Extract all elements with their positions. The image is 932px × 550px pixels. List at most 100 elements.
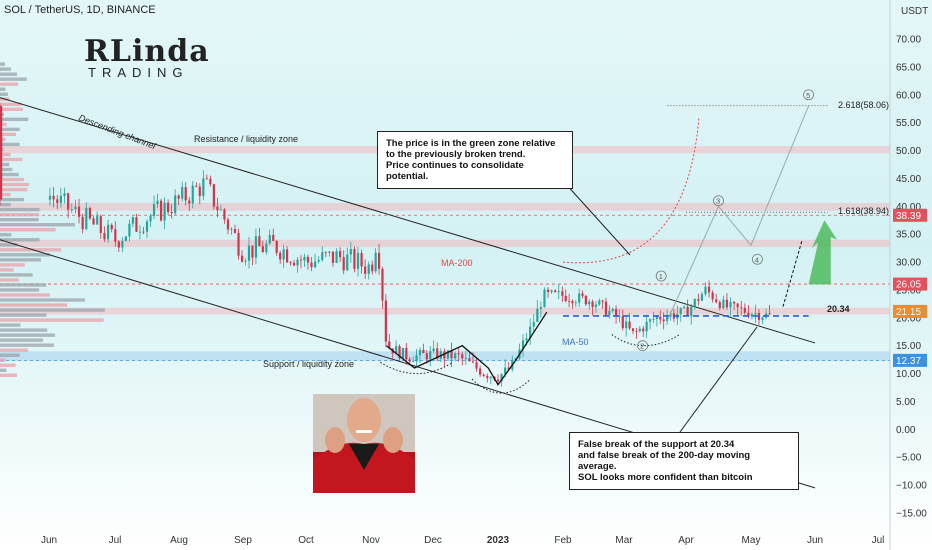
candle-body xyxy=(591,301,594,308)
candle-body xyxy=(536,308,539,322)
price-tag-label: 38.39 xyxy=(896,211,921,222)
candle-body xyxy=(371,264,374,272)
price-tag xyxy=(893,277,927,291)
volume-profile-bar xyxy=(0,283,47,287)
volume-profile-bar xyxy=(0,218,39,222)
candle-body xyxy=(67,193,70,210)
candle-body xyxy=(216,206,219,211)
candle-body xyxy=(768,313,771,315)
candle-body xyxy=(99,216,102,233)
candle-body xyxy=(303,256,306,261)
candle-body xyxy=(578,293,581,303)
candle-body xyxy=(205,178,208,180)
x-tick-label: Sep xyxy=(234,535,252,546)
candle-body xyxy=(184,187,187,201)
price-tags: 38.39 26.05 21.15 12.37 xyxy=(893,208,927,367)
candle-body xyxy=(135,217,138,232)
candle-body xyxy=(59,195,62,203)
volume-profile-bar xyxy=(0,268,14,272)
candle-body xyxy=(550,290,553,293)
wave-number: 3 xyxy=(716,197,720,206)
candle-body xyxy=(56,199,59,203)
candle-body xyxy=(209,178,212,185)
candle-body xyxy=(381,268,384,301)
candle-body xyxy=(507,367,510,370)
volume-profile-bar xyxy=(0,202,11,207)
candle-body xyxy=(377,252,381,269)
y-tick-label: 55.00 xyxy=(896,118,921,129)
candle-body xyxy=(233,229,237,233)
volume-profile-bar xyxy=(0,177,25,182)
candle-body xyxy=(665,316,669,322)
label-resistance-zone: Resistance / liquidity zone xyxy=(194,134,298,144)
candle-body xyxy=(401,348,405,359)
candle-body xyxy=(655,316,658,319)
price-tag-label: 26.05 xyxy=(896,280,921,291)
volume-profile-bar xyxy=(0,62,5,66)
volume-profile-bar xyxy=(0,82,19,86)
candle-body xyxy=(740,307,743,309)
candle-body xyxy=(500,373,503,382)
wave-marker xyxy=(637,340,648,352)
volume-profile-bar xyxy=(0,318,104,322)
candle-body xyxy=(662,319,665,322)
candle-body xyxy=(611,309,614,311)
x-tick-label: Jun xyxy=(41,535,57,546)
candle-body xyxy=(750,314,754,317)
candle-body xyxy=(608,310,611,315)
candle-body xyxy=(429,351,432,360)
x-tick-label: Apr xyxy=(678,535,694,546)
label-fib-2618: 2.618(58.06) xyxy=(838,100,889,110)
candle-body xyxy=(475,362,478,369)
candle-body xyxy=(367,264,370,274)
candle-body xyxy=(328,251,331,253)
candle-body xyxy=(356,252,360,269)
label-support-zone: Support / liquidity zone xyxy=(263,359,354,369)
candle-body xyxy=(398,346,401,359)
candle-body xyxy=(167,202,170,213)
candle-body xyxy=(715,299,718,303)
candle-body xyxy=(439,351,442,359)
candle-body xyxy=(736,303,739,308)
symbol-header: SOL / TetherUS, 1D, BINANCE xyxy=(4,4,156,16)
candle-body xyxy=(408,359,411,362)
volume-profile-bar xyxy=(0,197,25,202)
volume-profile-bar xyxy=(0,333,56,337)
note-top: The price is in the green zone relative … xyxy=(377,131,573,189)
candle-body xyxy=(360,252,363,267)
volume-profile-bar xyxy=(0,278,19,282)
candle-body xyxy=(618,316,621,318)
candle-body xyxy=(258,236,261,247)
x-tick-label: Feb xyxy=(554,535,572,546)
candle-body xyxy=(240,255,244,262)
candle-body xyxy=(88,208,92,219)
channel-upper-line xyxy=(0,97,816,344)
candle-body xyxy=(571,301,574,304)
rlinda-logo: RLinda TRADING xyxy=(84,34,210,80)
y-tick-label: 5.00 xyxy=(896,397,916,408)
candle-body xyxy=(574,302,577,304)
candle-body xyxy=(244,260,247,262)
currency-label: USDT xyxy=(901,6,928,17)
volume-profile-bar xyxy=(0,363,16,367)
candle-body xyxy=(272,234,275,241)
candle-body xyxy=(443,351,446,359)
x-tick-label: May xyxy=(742,535,761,546)
candle-body xyxy=(74,206,77,210)
volume-profile-bar xyxy=(0,132,16,137)
wave-marker xyxy=(803,89,814,101)
candle-body xyxy=(697,299,700,301)
candle-body xyxy=(628,321,631,329)
candle-body xyxy=(436,348,439,359)
pattern-zigzag xyxy=(386,311,548,386)
candle-body xyxy=(707,286,711,293)
volume-profile-bar xyxy=(0,238,40,242)
volume-profile-bar xyxy=(0,127,20,132)
candle-body xyxy=(554,290,557,292)
candle-body xyxy=(265,243,268,253)
candle-body xyxy=(275,240,278,253)
candle-body xyxy=(584,295,587,305)
logo-sub: TRADING xyxy=(88,65,189,80)
